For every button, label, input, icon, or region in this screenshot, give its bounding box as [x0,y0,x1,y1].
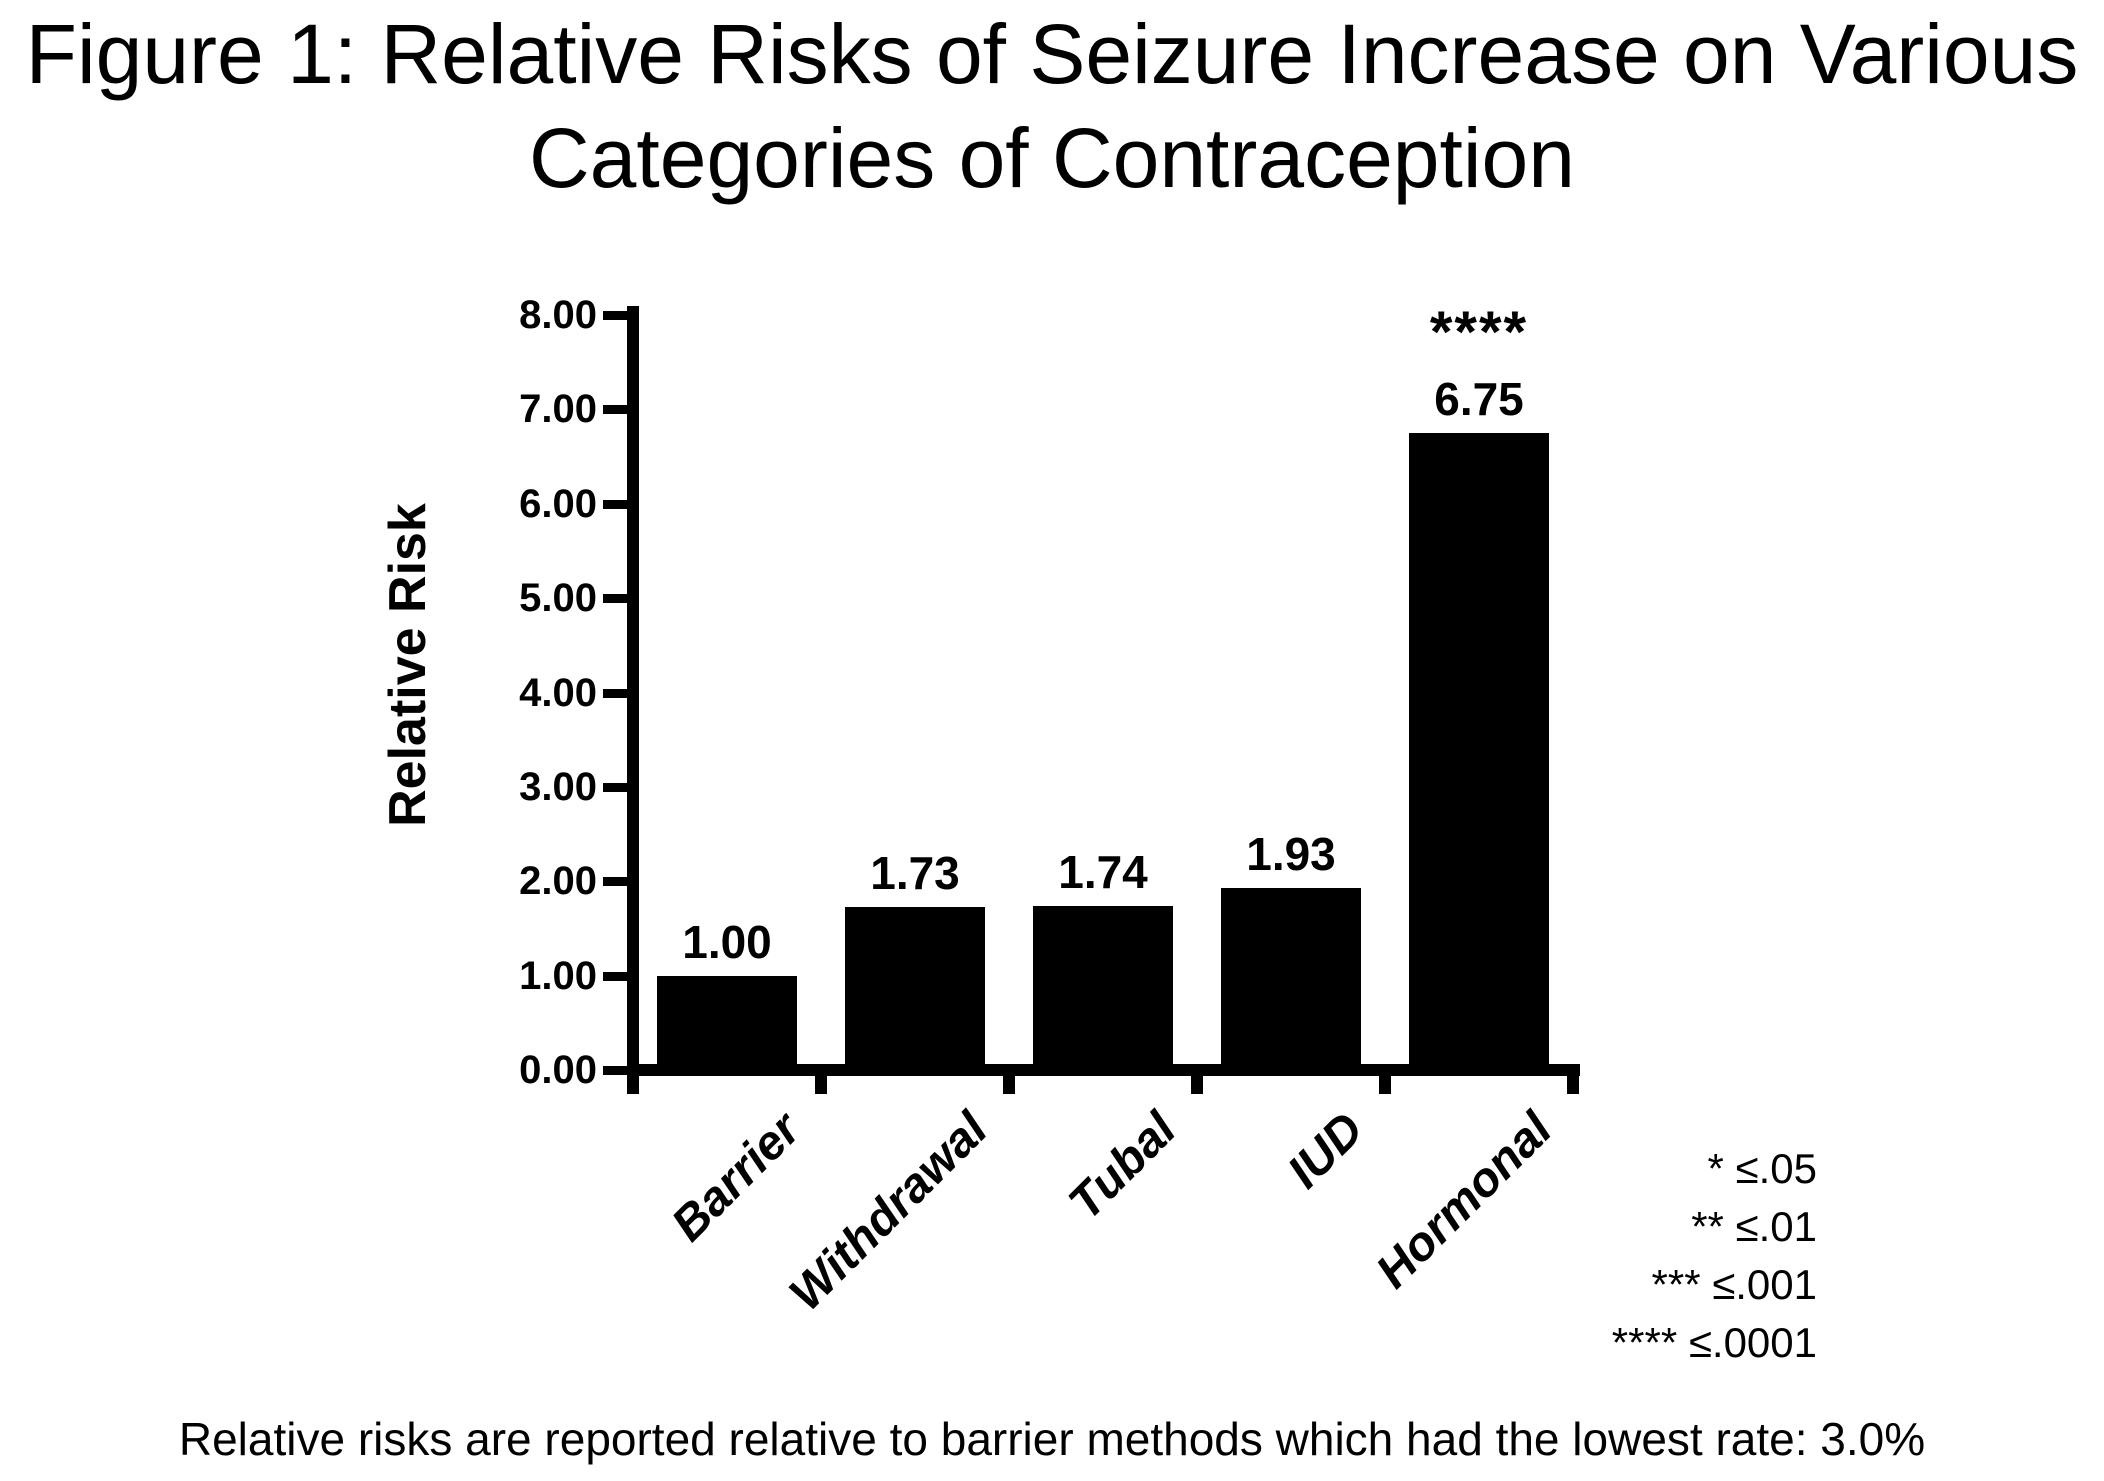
bar-barrier [657,976,797,1064]
y-tick-label: 6.00 [519,481,597,526]
y-tick-label: 3.00 [519,764,597,809]
x-category-label-barrier: Barrier [661,1102,811,1252]
bar-value-label-tubal: 1.74 [1058,846,1148,898]
bar-hormonal [1409,433,1549,1064]
y-tick [603,311,633,320]
bar-iud [1221,888,1361,1064]
significance-stars-hormonal: **** [1429,300,1529,365]
y-tick [603,971,633,981]
y-tick-label: 1.00 [519,953,597,998]
x-tick [1379,1064,1391,1094]
y-tick [603,594,633,604]
legend-line-1: * ≤.05 [1707,1145,1817,1192]
legend-line-2: ** ≤.01 [1691,1203,1817,1250]
bar-value-label-iud: 1.93 [1246,828,1336,880]
y-tick [603,1066,633,1075]
bar-tubal [1033,906,1173,1064]
x-category-label-iud: IUD [1278,1102,1375,1199]
x-tick [627,1064,639,1094]
x-category-label-withdrawal: Withdrawal [779,1102,999,1321]
y-tick-label: 4.00 [519,670,597,715]
y-tick-label: 2.00 [519,859,597,904]
x-tick [1003,1064,1015,1094]
figure-title-line-1: Figure 1: Relative Risks of Seizure Incr… [25,7,2079,101]
bar-withdrawal [845,907,985,1064]
y-tick [603,405,633,415]
y-tick [603,877,633,887]
x-category-label-hormonal: Hormonal [1366,1102,1563,1299]
bar-value-label-withdrawal: 1.73 [870,847,960,899]
x-tick [1191,1064,1203,1094]
figure-title: Figure 1: Relative Risks of Seizure Incr… [0,2,2104,210]
x-tick [1567,1064,1579,1094]
legend-line-3: *** ≤.001 [1651,1261,1818,1308]
y-tick-label: 8.00 [519,293,597,337]
y-tick [603,688,633,698]
significance-legend: * ≤.05 ** ≤.01 *** ≤.001 **** ≤.0001 [1612,1140,1817,1372]
figure-title-line-2: Categories of Contraception [529,111,1575,205]
x-tick [815,1064,827,1094]
bar-value-label-hormonal: 6.75 [1434,373,1524,425]
bar-value-label-barrier: 1.00 [682,916,772,968]
y-tick [603,499,633,509]
y-tick-label: 0.00 [519,1048,597,1092]
y-tick-label: 5.00 [519,576,597,621]
x-category-label-tubal: Tubal [1058,1102,1187,1231]
y-tick-label: 7.00 [519,387,597,432]
y-tick [603,782,633,792]
legend-line-4: **** ≤.0001 [1611,1319,1817,1366]
footnote: Relative risks are reported relative to … [178,1413,1926,1465]
x-axis-line [627,1064,1580,1076]
